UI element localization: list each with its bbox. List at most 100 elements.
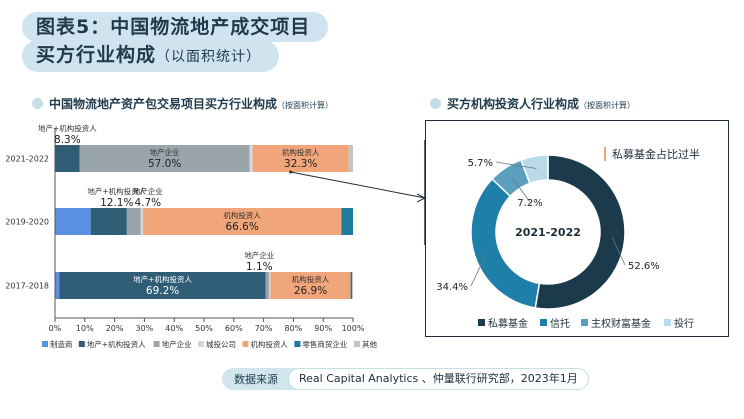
legend-swatch [242,341,249,347]
donut-leader-line [495,161,537,169]
figure-subtitle-text: 买方行业构成 [36,44,157,66]
segment-value-label: 57.0% [148,158,181,170]
donut-value-label: 34.4% [436,282,468,293]
segment-name-label: 地产+机构投资人 [87,186,146,196]
legend-label: 城投公司 [206,339,236,349]
bar-segment [55,272,60,299]
legend-swatch [664,319,671,326]
x-tick-label: 0% [49,324,62,333]
x-tick-label: 90% [314,324,332,333]
left-chart-title: 中国物流地产资产包交易项目买方行业构成（按面积计算） [32,95,333,112]
x-tick-label: 80% [285,324,303,333]
x-tick-label: 20% [106,324,124,333]
connector-arrow-icon [416,193,427,203]
x-tick-label: 100% [342,324,365,333]
bar-segment [79,145,250,172]
bar-segment [90,208,127,235]
category-label: 2017-2018 [5,282,49,291]
x-tick-label: 30% [136,324,154,333]
bar-segment [348,145,353,172]
legend-label: 制造商 [50,339,73,349]
legend-label: 投行 [674,317,694,330]
category-label: 2019-2020 [5,218,49,227]
category-label: 2021-2022 [5,155,49,164]
figure-title-line2: 买方行业构成（以面积统计） [22,40,280,72]
segment-value-label: 12.1% [100,197,133,209]
bar-segment [249,145,253,172]
right-chart-title: 买方机构投资人行业构成（按面积计算） [430,95,635,112]
bar-segment [140,208,143,235]
donut-leader-line [470,252,488,287]
segment-value-label: 66.6% [225,221,258,233]
bar-segment [352,272,353,299]
bar-segment [55,208,91,235]
segment-name-label: 地产企业 [244,250,274,260]
donut-value-label: 7.2% [517,198,542,209]
legend-swatch [581,319,588,326]
bullet-dot-icon [430,98,441,109]
legend-swatch [294,341,301,347]
bar-segment [268,272,271,299]
bar-segment [341,208,353,235]
bar-segment [55,145,80,172]
segment-name-label: 机构投资人 [223,210,261,220]
source-text: Real Capital Analytics 、仲量联行研究部，2023年1月 [288,368,589,390]
x-tick-label: 10% [76,324,94,333]
segment-value-label: 1.1% [246,261,273,273]
bullet-dot-icon [32,98,43,109]
source-label: 数据来源 [234,373,278,386]
segment-value-label: 8.3% [54,134,81,146]
figure-title-text: 图表5：中国物流地产成交项目 [36,16,311,38]
legend-swatch [42,341,48,347]
legend-label: 信托 [550,317,570,330]
left-chart-title-text: 中国物流地产资产包交易项目买方行业构成 [49,97,278,111]
legend-swatch [540,319,547,326]
segment-name-label: 地产企业 [150,147,180,157]
bar-segment [126,208,141,235]
bar-segment [142,208,342,235]
donut-leader-line [611,237,626,266]
segment-value-label: 32.3% [284,158,317,170]
segment-name-label: 地产+机构投资人 [38,123,97,133]
figure-subtitle-note: （以面积统计） [156,49,262,65]
bar-segment [252,145,349,172]
segment-name-label: 机构投资人 [292,274,330,284]
segment-value-label: 26.9% [294,285,327,297]
figure-title-line1: 图表5：中国物流地产成交项目 [22,12,329,42]
legend-swatch [478,319,485,326]
segment-name-label: 机构投资人 [282,147,320,157]
legend-label: 地产企业 [162,339,192,349]
donut-value-label: 52.6% [628,261,660,272]
donut-center-label: 2021-2022 [515,226,581,239]
x-tick-label: 70% [255,324,273,333]
right-chart-title-text: 买方机构投资人行业构成 [447,97,580,111]
segment-value-label: 4.7% [134,197,161,209]
bar-segment [270,272,351,299]
source-pill: 数据来源 Real Capital Analytics 、仲量联行研究部，2023… [222,368,589,390]
donut-slice [534,154,626,310]
x-tick-label: 40% [165,324,183,333]
segment-name-label: 地产企业 [133,186,163,196]
legend-swatch [78,341,85,347]
legend-label: 零售商贸企业 [302,339,347,349]
bar-segment [59,272,266,299]
x-tick-label: 60% [225,324,243,333]
segment-name-label: 地产+机构投资人 [133,274,192,284]
right-chart-title-note: （按面积计算） [579,101,636,110]
legend-label: 机构投资人 [250,339,288,349]
legend-label: 主权财富基金 [591,317,651,330]
donut-leader-line [512,177,531,203]
legend-label: 私募基金 [488,317,528,330]
left-chart-title-note: （按面积计算） [277,101,334,110]
donut-value-label: 5.7% [468,158,493,169]
connector-line [290,171,426,199]
segment-value-label: 69.2% [146,285,179,297]
bar-segment [350,272,353,299]
legend-label: 其他 [362,339,377,349]
legend-swatch [153,341,160,347]
legend-label: 地产+机构投资人 [87,339,146,349]
callout-text: 私募基金占比过半 [612,147,700,161]
bar-segment [265,272,269,299]
legend-swatch [198,341,204,347]
